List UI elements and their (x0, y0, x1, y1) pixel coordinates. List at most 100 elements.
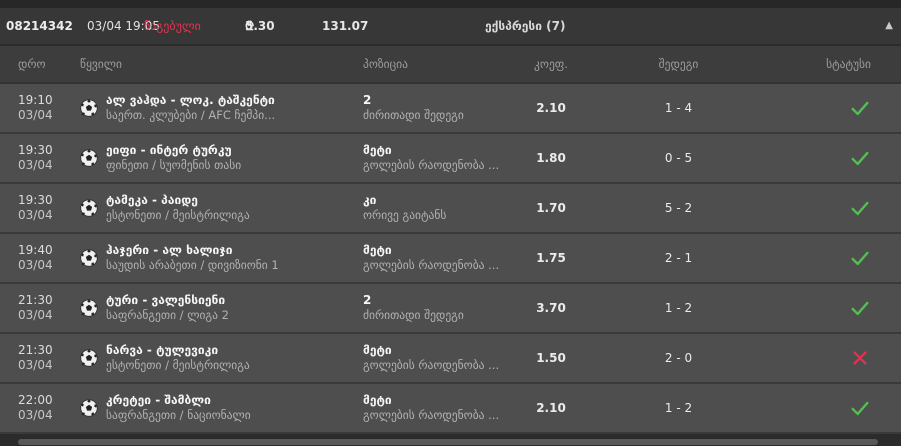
collapse-arrow-icon[interactable]: ▲ (885, 20, 893, 31)
column-header-odds: კოეფ. (534, 57, 568, 71)
score-value: 1 - 2 (664, 301, 693, 315)
status-cell (770, 247, 883, 269)
position-pick: 2 (363, 93, 372, 107)
position-cell: მეტი გოლების რაოდენობა ... (363, 143, 515, 173)
pair-text: ნარვა - ტულევიკი ესტონეთი / მეისტრილიგა (106, 343, 250, 373)
column-header-position: პოზიცია (363, 57, 408, 71)
soccer-ball-icon (80, 149, 98, 167)
event-time-date: 03/04 (18, 358, 53, 372)
market-name: ძირითადი შედეგი (363, 308, 464, 322)
position-pick: მეტი (363, 243, 392, 257)
horizontal-scrollbar[interactable] (18, 439, 878, 445)
score-value: 1 - 4 (664, 101, 693, 115)
pair-text: ჰაჯერი - ალ ხალიჯი საუდის არაბეთი / დივი… (106, 243, 279, 273)
score-value: 5 - 2 (664, 201, 693, 215)
bet-placed-datetime: 03/04 19:05 (87, 19, 160, 33)
event-time-date: 03/04 (18, 108, 53, 122)
league-name: ფინეთი / სუომენის თასი (106, 158, 242, 172)
bet-summary-bar[interactable]: 08214342 03/04 19:05 წაგებული 5.30 ₾ 131… (0, 8, 901, 46)
bet-id: 08214342 (6, 19, 73, 33)
pair-name: ტური - ვალენსიენი (106, 293, 226, 307)
pair-text: ტური - ვალენსიენი საფრანგეთი / ლიგა 2 (106, 293, 229, 323)
position-cell: მეტი გოლების რაოდენობა ... (363, 243, 515, 273)
position-cell: კი ორივე გაიტანს (363, 193, 515, 223)
won-check-icon (851, 201, 869, 216)
market-name: გოლების რაოდენობა ... (363, 408, 500, 422)
column-header-result: შედეგი (658, 57, 699, 71)
pair-text: ალ ვაჰდა - ლოკ. ტაშკენტი საერთ. კლუბები … (106, 93, 275, 123)
status-cell (770, 147, 883, 169)
position-pick: მეტი (363, 343, 392, 357)
won-check-icon (851, 301, 869, 316)
event-time-date: 03/04 (18, 408, 53, 422)
odds-value: 1.80 (536, 151, 566, 165)
event-time: 21:30 03/04 (18, 293, 80, 323)
bet-payout: 131.07 (322, 19, 369, 33)
status-cell (770, 97, 883, 119)
bet-leg-row: 19:30 03/04 ეიფი - ინტერ ტურ (0, 134, 901, 184)
odds-value: 3.70 (536, 301, 566, 315)
bet-leg-row: 22:00 03/04 კრეტეი - შამბლი (0, 384, 901, 434)
market-name: გოლების რაოდენობა ... (363, 158, 500, 172)
position-pick: 2 (363, 293, 372, 307)
score-value: 0 - 5 (664, 151, 693, 165)
market-name: გოლების რაოდენობა ... (363, 358, 500, 372)
soccer-ball-icon (80, 299, 98, 317)
event-time-hour: 19:30 (18, 143, 53, 157)
event-time: 19:30 03/04 (18, 143, 80, 173)
bottom-strip (0, 434, 901, 446)
event-time-date: 03/04 (18, 208, 53, 222)
event-time: 19:40 03/04 (18, 243, 80, 273)
league-name: საფრანგეთი / ნაციონალი (106, 408, 251, 422)
bet-leg-row: 21:30 03/04 ტური - ვალენსიენ (0, 284, 901, 334)
position-cell: 2 ძირითადი შედეგი (363, 293, 515, 323)
column-header-time: დრო (18, 57, 46, 71)
pair-name: ალ ვაჰდა - ლოკ. ტაშკენტი (106, 93, 275, 107)
pair-text: ტამეკა - პაიდე ესტონეთი / მეისტრილიგა (106, 193, 250, 223)
bet-status-label: წაგებული (144, 19, 201, 33)
won-check-icon (851, 251, 869, 266)
event-time-hour: 19:10 (18, 93, 53, 107)
score-value: 1 - 2 (664, 401, 693, 415)
lari-currency-icon: ₾ (245, 19, 255, 33)
odds-value: 1.70 (536, 201, 566, 215)
pair-cell: ნარვა - ტულევიკი ესტონეთი / მეისტრილიგა (80, 343, 363, 373)
odds-value: 1.50 (536, 351, 566, 365)
status-cell (770, 397, 883, 419)
position-pick: მეტი (363, 143, 392, 157)
bet-legs-list: 19:10 03/04 ალ ვაჰდა - ლოკ. (0, 84, 901, 434)
soccer-ball-icon (80, 199, 98, 217)
score-value: 2 - 1 (664, 251, 693, 265)
event-time-hour: 21:30 (18, 293, 53, 307)
position-cell: მეტი გოლების რაოდენობა ... (363, 393, 515, 423)
position-cell: 2 ძირითადი შედეგი (363, 93, 515, 123)
league-name: ესტონეთი / მეისტრილიგა (106, 358, 250, 372)
event-time-hour: 19:30 (18, 193, 53, 207)
league-name: ესტონეთი / მეისტრილიგა (106, 208, 250, 222)
pair-name: კრეტეი - შამბლი (106, 393, 211, 407)
top-strip (0, 0, 901, 8)
bet-leg-row: 19:40 03/04 ჰაჯერი - ალ ხალი (0, 234, 901, 284)
event-time-hour: 19:40 (18, 243, 53, 257)
column-header-status: სტატუსი (826, 57, 871, 71)
bet-leg-row: 21:30 03/04 ნარვა - ტულევიკი (0, 334, 901, 384)
won-check-icon (851, 151, 869, 166)
pair-name: ნარვა - ტულევიკი (106, 343, 219, 357)
lost-x-icon (853, 351, 867, 365)
event-time-hour: 22:00 (18, 393, 53, 407)
pair-cell: ჰაჯერი - ალ ხალიჯი საუდის არაბეთი / დივი… (80, 243, 363, 273)
market-name: გოლების რაოდენობა ... (363, 258, 500, 272)
event-time-date: 03/04 (18, 258, 53, 272)
event-time-hour: 21:30 (18, 343, 53, 357)
pair-cell: ეიფი - ინტერ ტურკუ ფინეთი / სუომენის თას… (80, 143, 363, 173)
event-time: 19:10 03/04 (18, 93, 80, 123)
position-pick: მეტი (363, 393, 392, 407)
event-time: 21:30 03/04 (18, 343, 80, 373)
column-header-pair: წყვილი (80, 57, 122, 71)
pair-text: ეიფი - ინტერ ტურკუ ფინეთი / სუომენის თას… (106, 143, 241, 173)
event-time-date: 03/04 (18, 158, 53, 172)
stake-amount: 5.30 (245, 19, 275, 33)
table-header: დრო წყვილი პოზიცია კოეფ. შედეგი სტატუსი (0, 46, 901, 84)
status-cell (770, 197, 883, 219)
